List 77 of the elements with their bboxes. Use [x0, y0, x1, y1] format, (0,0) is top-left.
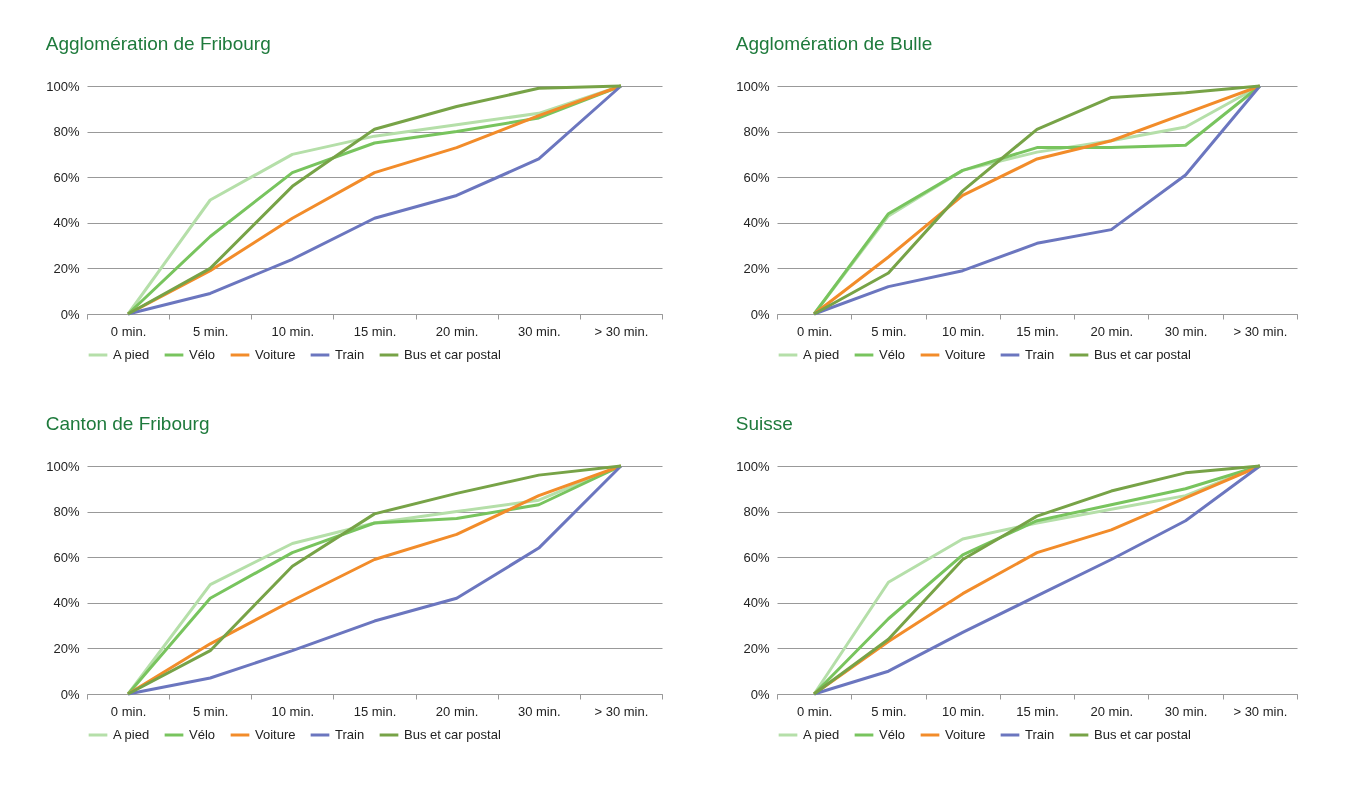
y-tick-label: 20% [53, 640, 80, 656]
x-tick-label: 15 min. [353, 323, 397, 339]
y-tick-label: 0% [750, 306, 770, 322]
x-tick-label: 10 min. [941, 323, 985, 339]
legend-label: Voiture [945, 347, 986, 362]
x-tick-label: 0 min. [796, 323, 833, 339]
x-tick-label: 0 min. [110, 323, 147, 339]
y-tick-label: 80% [53, 124, 80, 140]
legend-label: A pied [803, 727, 840, 742]
chart-title: Agglomération de Fribourg [45, 33, 271, 54]
y-tick-label: 100% [46, 78, 80, 94]
y-tick-label: 40% [53, 215, 80, 231]
legend-label: Vélo [879, 727, 906, 742]
y-tick-label: 20% [53, 260, 80, 276]
x-tick-label: 15 min. [1016, 703, 1059, 719]
y-tick-label: 20% [743, 260, 770, 276]
x-tick-label: 10 min. [271, 323, 315, 339]
legend-label: Vélo [879, 347, 906, 362]
y-tick-label: 0% [60, 686, 80, 702]
line-series [812, 84, 1262, 316]
y-tick-label: 80% [743, 504, 770, 520]
chart-title: Canton de Fribourg [45, 413, 210, 434]
y-tick-label: 60% [53, 169, 80, 185]
x-tick-label: 10 min. [941, 703, 985, 719]
y-tick-label: 60% [53, 549, 80, 565]
y-tick-label: 0% [750, 686, 770, 702]
y-tick-label: 0% [60, 306, 80, 322]
x-tick-label: 5 min. [193, 323, 229, 339]
y-tick-label: 40% [743, 215, 770, 231]
legend-label: A pied [803, 347, 840, 362]
x-tick-label: 30 min. [517, 323, 561, 339]
legend-label: Bus et car postal [404, 347, 501, 362]
y-tick-label: 40% [743, 595, 770, 611]
x-tick-label: 0 min. [110, 703, 147, 719]
y-tick-label: 60% [743, 169, 770, 185]
x-tick-label: 10 min. [271, 703, 315, 719]
x-tick-label: 20 min. [435, 703, 479, 719]
y-tick-label: 80% [743, 124, 770, 140]
x-tick-label: 30 min. [1164, 323, 1208, 339]
legend-label: Voiture [255, 727, 296, 742]
legend-label: Bus et car postal [1094, 727, 1191, 742]
legend-label: Train [335, 727, 365, 742]
y-tick-label: 40% [53, 595, 80, 611]
x-tick-label: 20 min. [1090, 323, 1134, 339]
legend-label: Vélo [189, 347, 216, 362]
y-tick-label: 100% [46, 458, 80, 474]
y-tick-label: 100% [736, 458, 770, 474]
x-tick-label: 30 min. [517, 703, 561, 719]
x-tick-label: > 30 min. [1233, 323, 1288, 339]
legend-label: Bus et car postal [404, 727, 501, 742]
legend-label: Train [335, 347, 365, 362]
legend-label: Voiture [945, 727, 986, 742]
legend-label: Vélo [189, 727, 216, 742]
x-tick-label: 5 min. [871, 703, 907, 719]
x-tick-label: 15 min. [1016, 323, 1059, 339]
x-tick-label: 15 min. [353, 703, 397, 719]
x-tick-label: 30 min. [1164, 703, 1208, 719]
x-tick-label: 5 min. [871, 323, 907, 339]
chart-title: Agglomération de Bulle [735, 33, 933, 54]
y-tick-label: 60% [743, 549, 770, 565]
y-tick-label: 20% [743, 640, 770, 656]
y-tick-label: 80% [53, 504, 80, 520]
legend-label: A pied [113, 727, 150, 742]
y-tick-label: 100% [736, 78, 770, 94]
x-tick-label: 20 min. [1090, 703, 1134, 719]
x-tick-label: 20 min. [435, 323, 479, 339]
legend-label: A pied [113, 347, 150, 362]
legend-label: Voiture [255, 347, 296, 362]
legend-label: Train [1025, 727, 1055, 742]
x-tick-label: > 30 min. [594, 323, 649, 339]
x-tick-label: > 30 min. [594, 703, 649, 719]
x-tick-label: 5 min. [193, 703, 229, 719]
x-tick-label: 0 min. [796, 703, 833, 719]
chart-title: Suisse [735, 413, 793, 434]
x-tick-label: > 30 min. [1233, 703, 1288, 719]
legend-label: Train [1025, 347, 1055, 362]
legend-label: Bus et car postal [1094, 347, 1191, 362]
